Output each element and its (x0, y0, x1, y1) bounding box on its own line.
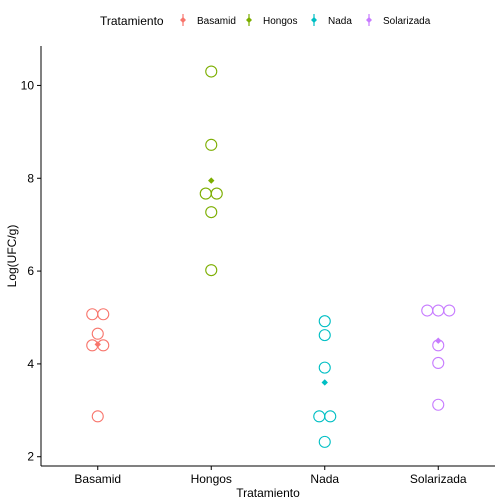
y-tick-label: 6 (27, 264, 34, 278)
legend-title: Tratamiento (100, 14, 164, 28)
data-point (210, 187, 223, 200)
legend-item: Solarizada (366, 14, 431, 27)
legend-label: Solarizada (383, 16, 431, 27)
data-point (432, 304, 445, 317)
legend-key-diamond (311, 17, 317, 23)
y-tick-label: 10 (21, 78, 35, 92)
legend-key-diamond (180, 17, 186, 23)
data-point (318, 435, 331, 448)
data-point (91, 410, 104, 423)
mean-marker (321, 379, 328, 386)
x-tick-label: Basamid (74, 472, 121, 486)
data-point (86, 308, 99, 321)
data-point (313, 410, 326, 423)
legend-label: Basamid (197, 16, 236, 27)
y-tick-label: 8 (27, 171, 34, 185)
data-point (318, 329, 331, 342)
y-tick-label: 4 (27, 357, 34, 371)
legend: Tratamiento Basamid Hongos Nada Solarizada (100, 14, 431, 28)
mean-marker (435, 337, 442, 344)
data-points (86, 65, 456, 448)
data-point (432, 398, 445, 411)
x-ticks: Basamid Hongos Nada Solarizada (74, 466, 467, 486)
x-tick-label: Hongos (191, 472, 232, 486)
data-point (205, 138, 218, 151)
data-point (421, 304, 434, 317)
data-point (324, 410, 337, 423)
legend-label: Hongos (263, 16, 297, 27)
x-tick-label: Solarizada (410, 472, 467, 486)
axes (40, 46, 495, 467)
data-point (91, 327, 104, 340)
data-point (205, 264, 218, 277)
y-tick-label: 2 (27, 450, 34, 464)
mean-markers (94, 177, 442, 386)
legend-item: Hongos (246, 14, 297, 27)
legend-item: Basamid (180, 14, 236, 27)
mean-marker (94, 341, 101, 348)
data-point (432, 356, 445, 370)
data-point (318, 361, 331, 374)
data-point (97, 308, 110, 321)
data-point (205, 206, 218, 219)
mean-marker (208, 177, 215, 184)
x-axis-title: Tratamiento (236, 486, 300, 500)
data-point (318, 315, 331, 328)
legend-label: Nada (328, 16, 352, 27)
y-ticks: 2 4 6 8 10 (21, 78, 41, 464)
y-axis-title: Log(UFC/g) (5, 225, 19, 288)
data-point (443, 304, 456, 317)
x-tick-label: Nada (310, 472, 339, 486)
legend-key-diamond (246, 17, 252, 23)
legend-key-diamond (366, 17, 372, 23)
legend-item: Nada (311, 14, 352, 27)
data-point (199, 187, 212, 200)
data-point (205, 65, 218, 78)
